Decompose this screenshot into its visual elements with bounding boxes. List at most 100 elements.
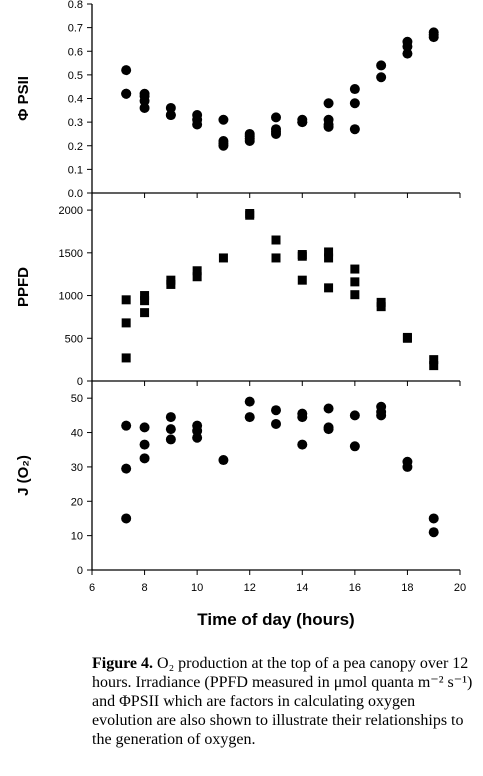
ppfd-data-point — [140, 296, 150, 306]
jo2-y-tick-label: 0 — [77, 565, 83, 577]
x-tick-label: 16 — [349, 582, 361, 594]
j-o2-panel: 0 10 20 30 40 50 6 8 10 12 14 16 18 20 J (O₂) Time of d… — [15, 381, 466, 629]
jo2-data-point — [323, 424, 334, 435]
ppfd-data-point — [324, 283, 334, 293]
ppfd-data-point — [297, 275, 307, 285]
ppfd-y-tick-label: 2000 — [59, 205, 83, 217]
jo2-y-tick-label: 30 — [71, 462, 83, 474]
psii-y-tick-label: 0.4 — [68, 94, 83, 106]
figure-caption: Figure 4. O₂ production at the top of a … — [92, 654, 477, 749]
ppfd-data-point — [350, 277, 360, 287]
x-tick-label: 8 — [142, 582, 148, 594]
x-axis-label: Time of day (hours) — [197, 610, 354, 629]
caption-label: Figure 4. — [92, 655, 154, 672]
ppfd-data-point — [166, 279, 176, 289]
ppfd-y-tick-label: 500 — [65, 333, 83, 345]
jo2-data-point — [244, 412, 255, 423]
ppfd-data-point — [350, 264, 360, 274]
psii-y-tick-label: 0.6 — [68, 46, 83, 58]
psii-data-point — [428, 32, 439, 43]
jo2-data-point — [139, 453, 150, 464]
ppfd-data-point — [271, 253, 281, 263]
jo2-data-point — [297, 439, 308, 450]
ppfd-data-point — [121, 353, 131, 363]
jo2-data-point — [192, 425, 203, 436]
jo2-data-point — [121, 420, 132, 431]
psii-y-tick-label: 0.2 — [68, 141, 83, 153]
psii-data-point — [349, 124, 360, 135]
psii-y-tick-label: 0.5 — [68, 70, 83, 82]
jo2-data-point — [244, 396, 255, 407]
jo2-y-tick-label: 20 — [71, 496, 83, 508]
jo2-data-point — [376, 410, 387, 421]
jo2-data-point — [349, 441, 360, 452]
ppfd-data-point — [350, 290, 360, 300]
jo2-data-point — [165, 434, 176, 445]
psii-data-point — [323, 121, 334, 132]
psii-data-point — [121, 88, 132, 99]
ppfd-data-point — [324, 253, 334, 263]
x-tick-label: 6 — [89, 582, 95, 594]
x-tick-label: 12 — [244, 582, 256, 594]
ppfd-data-point — [218, 253, 228, 263]
psii-data-point — [402, 41, 413, 52]
jo2-y-tick-label: 50 — [71, 393, 83, 405]
psii-data-point — [121, 65, 132, 76]
ppfd-y-tick-label: 0 — [77, 376, 83, 388]
psii-y-tick-label: 0.7 — [68, 23, 83, 35]
ppfd-data-point — [192, 266, 202, 276]
psii-data-point — [165, 110, 176, 121]
psii-data-point — [192, 119, 203, 130]
psii-data-point — [323, 98, 334, 109]
psii-data-point — [349, 98, 360, 109]
psii-data-point — [376, 72, 387, 83]
ppfd-data-point — [245, 210, 255, 220]
ppfd-data-point — [324, 247, 334, 257]
jo2-data-point — [139, 439, 150, 450]
jo2-y-axis-label: J (O₂) — [15, 455, 32, 496]
ppfd-data-point — [140, 308, 150, 318]
psii-data-point — [349, 84, 360, 95]
ppfd-data-point — [121, 318, 131, 328]
ppfd-data-point — [140, 291, 150, 301]
jo2-data-point — [165, 412, 176, 423]
ppfd-data-point — [192, 272, 202, 282]
psii-data-point — [218, 140, 229, 151]
x-tick-label: 14 — [296, 582, 308, 594]
ppfd-data-point — [121, 295, 131, 305]
jo2-y-tick-label: 40 — [71, 428, 83, 440]
psii-data-point — [139, 95, 150, 106]
ppfd-data-point — [297, 251, 307, 261]
ppfd-y-axis-label: PPFD — [15, 267, 32, 307]
psii-panel: 0.0 0.1 0.2 0.3 0.4 0.5 0.6 0.7 0.8 Φ PSII — [15, 0, 461, 200]
jo2-data-point — [139, 422, 150, 433]
psii-data-point — [376, 60, 387, 71]
jo2-data-point — [271, 418, 281, 429]
jo2-data-point — [121, 513, 132, 524]
psii-data-point — [271, 128, 281, 139]
figure-chart: 0.00.10.20.30.40.50.60.70.8Φ PSII 050010… — [15, 0, 466, 629]
psii-data-point — [297, 117, 308, 128]
jo2-data-point — [297, 412, 308, 423]
x-tick-label: 18 — [401, 582, 413, 594]
x-tick-label: 10 — [191, 582, 203, 594]
psii-y-axis-label: Φ PSII — [15, 76, 32, 121]
jo2-data-point — [323, 403, 334, 414]
jo2-data-point — [192, 432, 203, 443]
psii-data-point — [244, 136, 255, 147]
jo2-data-point — [349, 410, 360, 421]
psii-y-tick-label: 0.3 — [68, 117, 83, 129]
ppfd-data-point — [271, 235, 281, 245]
ppfd-data-point — [429, 361, 439, 371]
jo2-data-point — [165, 424, 176, 435]
psii-data-point — [139, 102, 150, 113]
ppfd-y-tick-label: 1000 — [59, 291, 83, 303]
caption-text: O₂ production at the top of a pea canopy… — [92, 655, 473, 748]
ppfd-data-point — [429, 355, 439, 365]
jo2-data-point — [428, 527, 439, 538]
ppfd-data-point — [376, 302, 386, 312]
psii-data-point — [218, 114, 229, 125]
psii-y-tick-label: 0.0 — [68, 188, 83, 200]
jo2-data-point — [218, 455, 229, 466]
ppfd-data-point — [402, 333, 412, 343]
